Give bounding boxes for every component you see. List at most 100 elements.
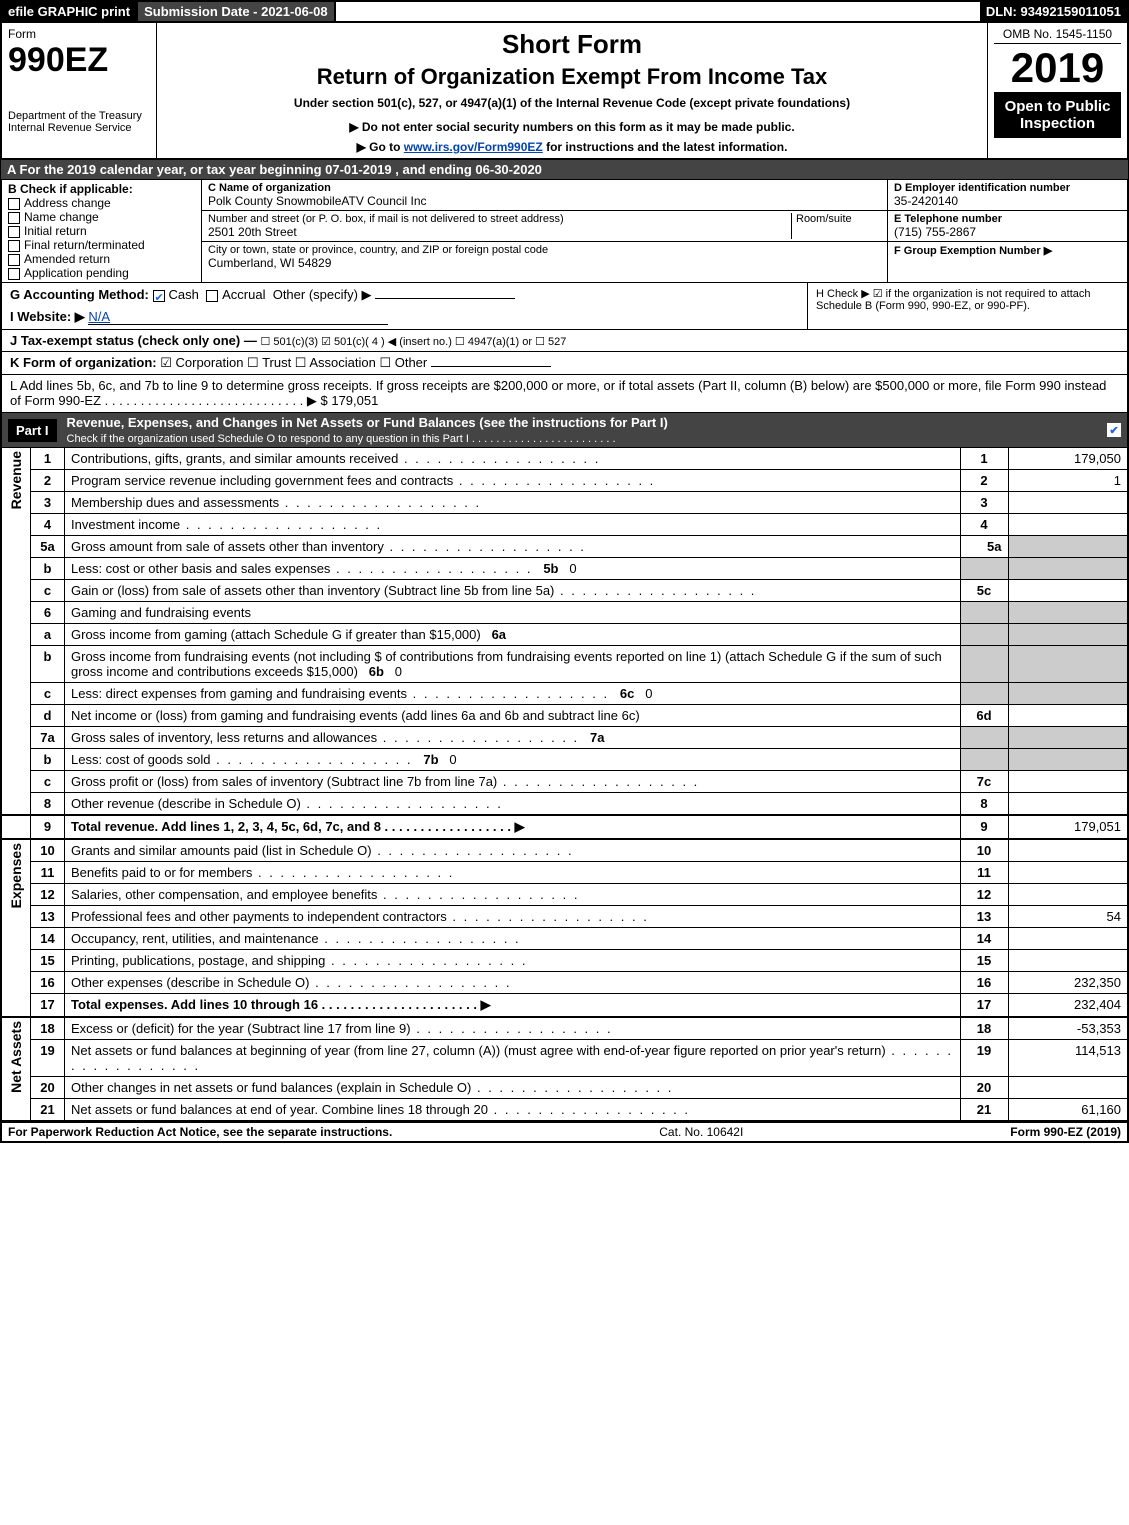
line-18-num: 18 bbox=[31, 1017, 65, 1040]
line-19-text: Net assets or fund balances at beginning… bbox=[65, 1040, 961, 1077]
part1-checkbox[interactable]: ✔ bbox=[1107, 423, 1121, 437]
row-g-label: G Accounting Method: bbox=[10, 287, 149, 302]
box-e-label: E Telephone number bbox=[894, 213, 1121, 225]
subtitle-ssn-warning: ▶ Do not enter social security numbers o… bbox=[163, 120, 981, 134]
side-label-expenses: Expenses bbox=[8, 843, 24, 908]
box-d-label: D Employer identification number bbox=[894, 182, 1121, 194]
line-7a-shade1 bbox=[960, 727, 1008, 749]
line-2-num: 2 bbox=[31, 470, 65, 492]
line-16-text: Other expenses (describe in Schedule O) bbox=[65, 972, 961, 994]
line-9-box: 9 bbox=[960, 815, 1008, 839]
line-7b-shade2 bbox=[1008, 749, 1128, 771]
open-public-inspection: Open to Public Inspection bbox=[994, 92, 1121, 138]
form-number: 990EZ bbox=[8, 41, 150, 80]
line-6c-shade2 bbox=[1008, 683, 1128, 705]
checkbox-application-pending[interactable]: Application pending bbox=[8, 266, 195, 280]
line-11-amt bbox=[1008, 862, 1128, 884]
line-6d-num: d bbox=[31, 705, 65, 727]
line-20-num: 20 bbox=[31, 1077, 65, 1099]
org-name: Polk County SnowmobileATV Council Inc bbox=[208, 194, 881, 208]
checkbox-cash[interactable] bbox=[153, 290, 165, 302]
side-label-netassets: Net Assets bbox=[8, 1021, 24, 1093]
line-3-amt bbox=[1008, 492, 1128, 514]
checkbox-initial-return[interactable]: Initial return bbox=[8, 224, 195, 238]
box-def: D Employer identification number 35-2420… bbox=[887, 180, 1127, 282]
line-5a-num: 5a bbox=[31, 536, 65, 558]
line-5a-sub: 5a bbox=[987, 539, 1001, 554]
line-6b-text: Gross income from fundraising events (no… bbox=[71, 649, 942, 679]
tax-year: 2019 bbox=[994, 44, 1121, 92]
phone-value: (715) 755-2867 bbox=[894, 225, 1121, 239]
line-6-text: Gaming and fundraising events bbox=[65, 602, 961, 624]
line-7b-num: b bbox=[31, 749, 65, 771]
city-value: Cumberland, WI 54829 bbox=[208, 256, 881, 270]
line-8-amt bbox=[1008, 793, 1128, 816]
line-8-text: Other revenue (describe in Schedule O) bbox=[65, 793, 961, 816]
page-footer: For Paperwork Reduction Act Notice, see … bbox=[0, 1122, 1129, 1143]
checkbox-amended-return[interactable]: Amended return bbox=[8, 252, 195, 266]
row-h-text: H Check ▶ ☑ if the organization is not r… bbox=[807, 283, 1127, 329]
line-5a-shade bbox=[1008, 536, 1128, 558]
line-12-text: Salaries, other compensation, and employ… bbox=[65, 884, 961, 906]
row-l: L Add lines 5b, 6c, and 7b to line 9 to … bbox=[0, 375, 1129, 413]
line-6a-sublabel: 6a bbox=[492, 627, 506, 642]
irs-link[interactable]: www.irs.gov/Form990EZ bbox=[404, 140, 543, 154]
line-1-text: Contributions, gifts, grants, and simila… bbox=[65, 448, 961, 470]
line-4-num: 4 bbox=[31, 514, 65, 536]
line-3-box: 3 bbox=[960, 492, 1008, 514]
line-7c-box: 7c bbox=[960, 771, 1008, 793]
line-6-num: 6 bbox=[31, 602, 65, 624]
checkbox-address-change[interactable]: Address change bbox=[8, 196, 195, 210]
line-5b-text: Less: cost or other basis and sales expe… bbox=[71, 561, 532, 576]
line-15-box: 15 bbox=[960, 950, 1008, 972]
line-10-num: 10 bbox=[31, 839, 65, 862]
line-7b-text: Less: cost of goods sold bbox=[71, 752, 413, 767]
row-k-label: K Form of organization: bbox=[10, 355, 157, 370]
line-13-amt: 54 bbox=[1008, 906, 1128, 928]
line-2-amt: 1 bbox=[1008, 470, 1128, 492]
line-6d-amt bbox=[1008, 705, 1128, 727]
line-21-text: Net assets or fund balances at end of ye… bbox=[65, 1099, 961, 1122]
top-spacer bbox=[336, 2, 980, 21]
street-value: 2501 20th Street bbox=[208, 225, 791, 239]
box-b-heading: B Check if applicable: bbox=[8, 182, 195, 196]
line-5b-sublabel: 5b bbox=[543, 561, 558, 576]
line-10-text: Grants and similar amounts paid (list in… bbox=[65, 839, 961, 862]
checkbox-final-return[interactable]: Final return/terminated bbox=[8, 238, 195, 252]
dln-label: DLN: 93492159011051 bbox=[980, 2, 1127, 21]
line-7c-amt bbox=[1008, 771, 1128, 793]
line-6a-shade2 bbox=[1008, 624, 1128, 646]
line-5c-amt bbox=[1008, 580, 1128, 602]
footer-left: For Paperwork Reduction Act Notice, see … bbox=[8, 1125, 392, 1139]
line-14-num: 14 bbox=[31, 928, 65, 950]
line-1-box: 1 bbox=[960, 448, 1008, 470]
line-6-shade2 bbox=[1008, 602, 1128, 624]
part1-header: Part I Revenue, Expenses, and Changes in… bbox=[0, 413, 1129, 448]
line-17-text: Total expenses. Add lines 10 through 16 … bbox=[71, 997, 491, 1012]
line-6d-box: 6d bbox=[960, 705, 1008, 727]
line-3-text: Membership dues and assessments bbox=[65, 492, 961, 514]
info-grid: B Check if applicable: Address change Na… bbox=[0, 180, 1129, 283]
line-15-amt bbox=[1008, 950, 1128, 972]
line-6d-text: Net income or (loss) from gaming and fun… bbox=[65, 705, 961, 727]
checkbox-name-change[interactable]: Name change bbox=[8, 210, 195, 224]
checkbox-accrual[interactable] bbox=[206, 290, 218, 302]
line-9-amt: 179,051 bbox=[1008, 815, 1128, 839]
line-2-box: 2 bbox=[960, 470, 1008, 492]
omb-number: OMB No. 1545-1150 bbox=[994, 27, 1121, 44]
ein-value: 35-2420140 bbox=[894, 194, 1121, 208]
submission-date: Submission Date - 2021-06-08 bbox=[138, 2, 336, 21]
line-6a-num: a bbox=[31, 624, 65, 646]
line-5b-shade2 bbox=[1008, 558, 1128, 580]
subtitle-section: Under section 501(c), 527, or 4947(a)(1)… bbox=[163, 96, 981, 110]
line-6-shade1 bbox=[960, 602, 1008, 624]
line-16-num: 16 bbox=[31, 972, 65, 994]
lines-table: Revenue 1 Contributions, gifts, grants, … bbox=[0, 448, 1129, 1122]
row-i-label: I Website: ▶ bbox=[10, 309, 85, 324]
title-return: Return of Organization Exempt From Incom… bbox=[163, 64, 981, 90]
line-7b-sublabel: 7b bbox=[423, 752, 438, 767]
side-label-revenue: Revenue bbox=[8, 451, 24, 509]
line-8-num: 8 bbox=[31, 793, 65, 816]
website-value: N/A bbox=[88, 309, 388, 325]
line-20-text: Other changes in net assets or fund bala… bbox=[65, 1077, 961, 1099]
